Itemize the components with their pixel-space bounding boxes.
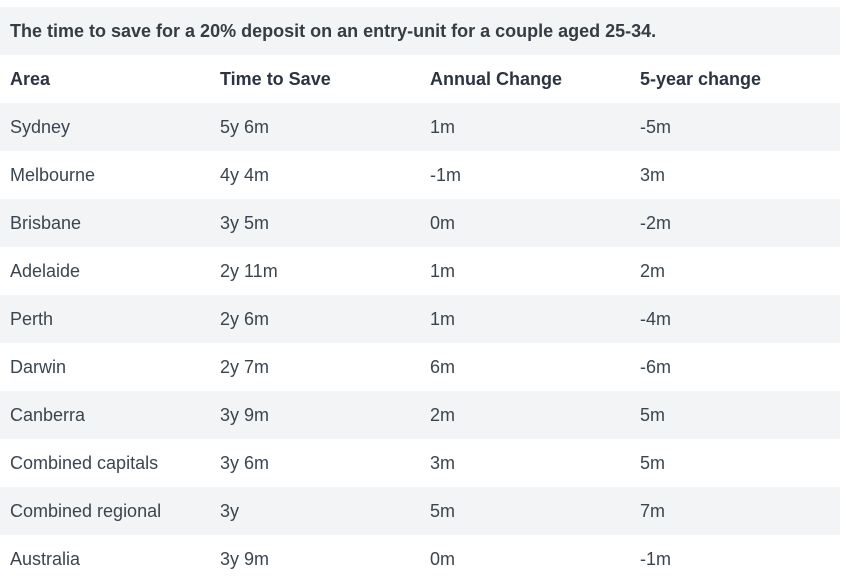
cell-annual-change: 5m <box>420 487 630 535</box>
cell-time-to-save: 4y 4m <box>220 164 270 185</box>
table-row: Brisbane 3y 5m 0m -2m <box>0 199 840 247</box>
cell-annual-change: 0m <box>420 199 630 247</box>
cell-annual-change: 6m <box>430 356 456 377</box>
deposit-time-table: Area Time to Save Annual Change 5-year c… <box>0 55 840 583</box>
cell-area: Combined capitals <box>10 452 159 473</box>
column-header-5-year-change: 5-year change <box>640 68 762 89</box>
cell-annual-change: 1m <box>420 295 630 343</box>
cell-5-year-change: -4m <box>630 295 840 343</box>
cell-time-to-save: 3y 9m <box>220 548 270 569</box>
cell-time-to-save: 3y 6m <box>220 452 270 473</box>
cell-area: Australia <box>10 548 81 569</box>
table-row: Canberra 3y 9m 2m 5m <box>0 391 840 439</box>
cell-5-year-change: 3m <box>640 164 666 185</box>
cell-annual-change: 0m <box>430 548 456 569</box>
column-header-time-to-save: Time to Save <box>220 68 331 89</box>
column-header-annual-change: Annual Change <box>430 68 563 89</box>
cell-annual-change: 3m <box>430 452 456 473</box>
cell-5-year-change: -6m <box>640 356 671 377</box>
cell-area: Sydney <box>0 103 210 151</box>
cell-annual-change: 2m <box>420 391 630 439</box>
table-row: Perth 2y 6m 1m -4m <box>0 295 840 343</box>
cell-annual-change: -1m <box>430 164 461 185</box>
cell-area: Perth <box>0 295 210 343</box>
table-caption: The time to save for a 20% deposit on an… <box>0 7 840 55</box>
cell-annual-change: 1m <box>430 260 456 281</box>
table-row: Australia 3y 9m 0m -1m <box>0 535 840 583</box>
cell-area: Brisbane <box>0 199 210 247</box>
cell-area: Canberra <box>0 391 210 439</box>
cell-time-to-save: 2y 6m <box>210 295 420 343</box>
cell-5-year-change: -2m <box>630 199 840 247</box>
cell-5-year-change: 7m <box>630 487 840 535</box>
cell-time-to-save: 3y 5m <box>210 199 420 247</box>
table-row: Darwin 2y 7m 6m -6m <box>0 343 840 391</box>
cell-area: Darwin <box>10 356 67 377</box>
cell-5-year-change: 5m <box>640 452 666 473</box>
cell-5-year-change: 2m <box>640 260 666 281</box>
cell-5-year-change: 5m <box>630 391 840 439</box>
cell-time-to-save: 3y <box>210 487 420 535</box>
cell-5-year-change: -1m <box>640 548 671 569</box>
cell-time-to-save: 5y 6m <box>210 103 420 151</box>
table-row: Sydney 5y 6m 1m -5m <box>0 103 840 151</box>
cell-time-to-save: 3y 9m <box>210 391 420 439</box>
table-row: Combined regional 3y 5m 7m <box>0 487 840 535</box>
cell-area: Melbourne <box>10 164 96 185</box>
cell-5-year-change: -5m <box>630 103 840 151</box>
table-row: Melbourne 4y 4m -1m 3m <box>0 151 840 199</box>
cell-annual-change: 1m <box>420 103 630 151</box>
cell-time-to-save: 2y 7m <box>220 356 270 377</box>
table-row: Adelaide 2y 11m 1m 2m <box>0 247 840 295</box>
column-header-area: Area <box>10 68 51 89</box>
cell-time-to-save: 2y 11m <box>220 260 278 281</box>
table-row: Combined capitals 3y 6m 3m 5m <box>0 439 840 487</box>
cell-area: Adelaide <box>10 260 81 281</box>
table-header-row: Area Time to Save Annual Change 5-year c… <box>0 55 840 103</box>
cell-area: Combined regional <box>0 487 210 535</box>
deposit-table-container: The time to save for a 20% deposit on an… <box>0 7 840 583</box>
